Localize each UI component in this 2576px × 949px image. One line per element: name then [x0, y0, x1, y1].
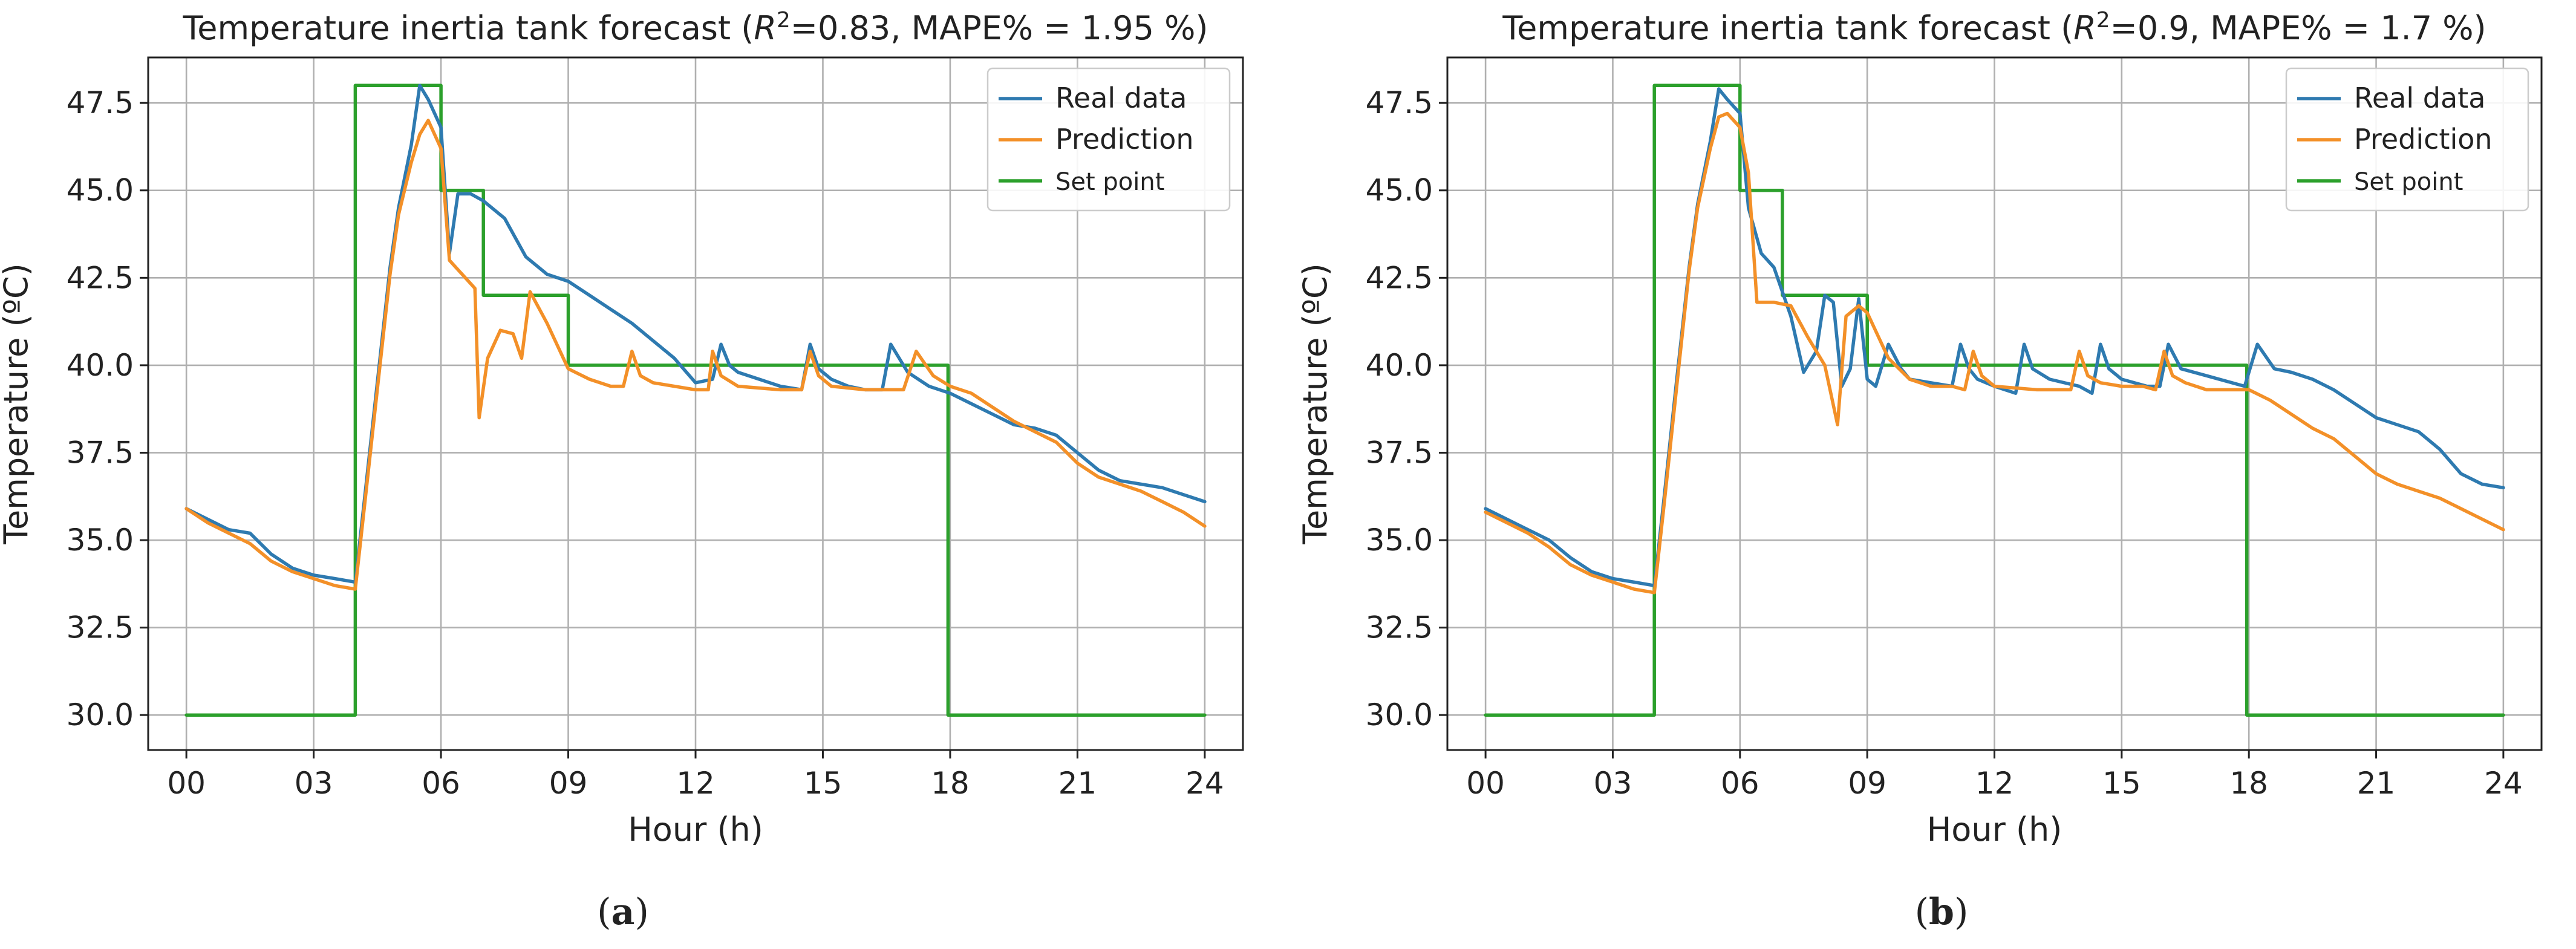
legend: Real data Prediction Set point: [2285, 67, 2529, 212]
x-tick-label: 18: [2229, 766, 2268, 801]
y-tick-label: 30.0: [1366, 697, 1433, 732]
x-tick-label: 15: [2102, 766, 2141, 801]
x-tick-label: 06: [1721, 766, 1759, 801]
y-axis-label: Temperature (ºC): [0, 263, 35, 545]
y-tick-label: 45.0: [1366, 173, 1433, 208]
legend-label-prediction: Prediction: [2354, 123, 2493, 155]
panel-caption: (a): [597, 891, 649, 933]
x-tick-label: 21: [1058, 766, 1097, 801]
y-tick-label: 35.0: [1366, 523, 1433, 558]
legend-label-real-data: Real data: [2354, 82, 2485, 114]
x-axis-label: Hour (h): [1927, 810, 2062, 849]
series-line-prediction: [1484, 111, 2505, 595]
x-tick-label: 24: [1185, 766, 1224, 801]
legend-frame: [986, 67, 1231, 212]
series-line-set-point: [1484, 83, 2505, 717]
x-axis-label: Hour (h): [628, 810, 763, 849]
y-tick-label: 40.0: [67, 348, 134, 383]
y-tick-label: 30.0: [67, 697, 134, 732]
legend-label-set-point: Set point: [2354, 168, 2463, 196]
legend-label-prediction: Prediction: [1055, 123, 1194, 155]
chart-panel-a: 00 03 06 09 12 15 18 21 24 30.0 32.5 35.0 37.5 40.0 42…: [0, 8, 1244, 933]
chart-title: Temperature inertia tank forecast (R2=0.…: [1502, 8, 2486, 47]
chart-panel-b: 00 03 06 09 12 15 18 21 24 30.0 32.5 35.0 37.5 40.0 42…: [1296, 8, 2543, 933]
x-tick-label: 18: [931, 766, 970, 801]
legend-label-real-data: Real data: [1055, 82, 1187, 114]
y-tick-label: 45.0: [67, 173, 134, 208]
x-tick-label: 21: [2357, 766, 2396, 801]
y-tick-label: 47.5: [67, 85, 134, 120]
x-tick-label: 00: [1466, 766, 1505, 801]
x-tick-label: 24: [2484, 766, 2523, 801]
y-tick-label: 37.5: [67, 435, 134, 470]
y-axis-label: Temperature (ºC): [1296, 263, 1334, 545]
series-line-prediction: [184, 119, 1207, 591]
series-line-set-point: [184, 83, 1207, 717]
y-tick-label: 35.0: [67, 523, 134, 558]
y-tick-label: 42.5: [1366, 260, 1433, 295]
x-tick-label: 09: [549, 766, 588, 801]
y-tick-label: 32.5: [1366, 610, 1433, 645]
chart-title: Temperature inertia tank forecast (R2=0.…: [183, 8, 1208, 47]
y-tick-label: 42.5: [67, 260, 134, 295]
y-tick-label: 40.0: [1366, 348, 1433, 383]
x-tick-label: 12: [676, 766, 715, 801]
x-tick-label: 00: [167, 766, 206, 801]
legend-frame: [2285, 67, 2529, 212]
y-tick-label: 47.5: [1366, 85, 1433, 120]
y-tick-label: 37.5: [1366, 435, 1433, 470]
legend: Real data Prediction Set point: [986, 67, 1231, 212]
x-tick-label: 06: [422, 766, 460, 801]
x-tick-label: 03: [295, 766, 333, 801]
legend-label-set-point: Set point: [1055, 168, 1164, 196]
panel-caption: (b): [1915, 891, 1969, 933]
x-tick-label: 12: [1975, 766, 2014, 801]
x-tick-label: 09: [1848, 766, 1886, 801]
y-tick-label: 32.5: [67, 610, 134, 645]
x-tick-label: 15: [804, 766, 843, 801]
x-tick-label: 03: [1594, 766, 1632, 801]
